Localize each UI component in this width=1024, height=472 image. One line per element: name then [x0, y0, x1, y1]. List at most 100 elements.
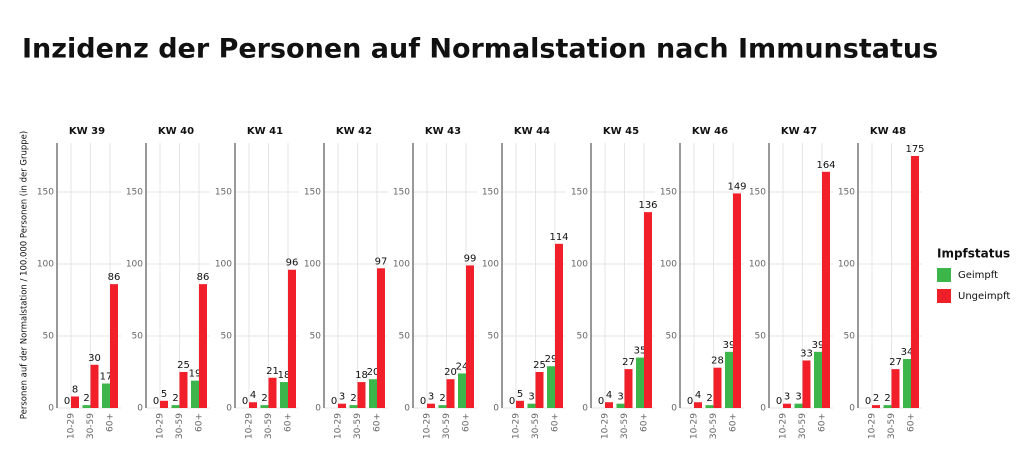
x-tick-label: 10-29 [334, 413, 344, 439]
value-label: 3 [795, 392, 801, 403]
value-label: 30 [88, 353, 101, 364]
x-tick-label: 60+ [818, 413, 828, 432]
x-tick-label: 30-59 [353, 413, 363, 439]
value-label: 27 [889, 357, 902, 368]
value-label: 3 [339, 392, 345, 403]
x-tick-label: 30-59 [709, 413, 719, 439]
x-tick-label: 10-29 [67, 413, 77, 439]
value-label: 0 [153, 396, 159, 407]
value-label: 20 [367, 367, 380, 378]
y-tick-label: 50 [666, 331, 678, 341]
bar [249, 402, 257, 408]
panel-title: KW 47 [781, 126, 817, 137]
y-tick-label: 0 [315, 404, 321, 414]
y-tick-label: 100 [482, 259, 499, 269]
value-label: 0 [64, 396, 70, 407]
panel-title: KW 42 [336, 126, 372, 137]
x-tick-label: 60+ [462, 413, 472, 432]
x-tick-label: 30-59 [620, 413, 630, 439]
y-tick-label: 0 [226, 404, 232, 414]
x-tick-label: 60+ [195, 413, 205, 432]
bar [288, 269, 296, 408]
value-label: 3 [617, 392, 623, 403]
y-tick-label: 100 [215, 259, 232, 269]
x-tick-label: 30-59 [887, 413, 897, 439]
x-tick-label: 30-59 [442, 413, 452, 439]
x-tick-label: 60+ [551, 413, 561, 432]
value-label: 2 [439, 393, 445, 404]
y-tick-label: 0 [404, 404, 410, 414]
bar [872, 405, 880, 408]
value-label: 2 [873, 393, 879, 404]
y-tick-label: 50 [43, 331, 55, 341]
y-tick-label: 0 [849, 404, 855, 414]
value-label: 21 [266, 366, 279, 377]
panel-title: KW 41 [247, 126, 283, 137]
value-label: 27 [622, 357, 635, 368]
y-tick-label: 100 [838, 259, 855, 269]
bar [705, 405, 714, 408]
y-tick-label: 50 [132, 331, 144, 341]
value-label: 164 [816, 160, 835, 171]
y-tick-label: 150 [37, 187, 54, 197]
x-tick-label: 30-59 [175, 413, 185, 439]
bar [191, 380, 199, 408]
value-label: 2 [884, 393, 890, 404]
x-tick-label: 10-29 [156, 413, 166, 439]
value-label: 175 [905, 144, 924, 155]
bar [160, 400, 168, 408]
y-axis-label: Personen auf der Normalstation / 100.000… [20, 131, 30, 419]
y-tick-label: 50 [221, 331, 233, 341]
value-label: 18 [278, 370, 291, 381]
bar [171, 405, 180, 408]
panel-title: KW 48 [870, 126, 906, 137]
value-label: 0 [687, 396, 693, 407]
y-tick-label: 100 [571, 259, 588, 269]
panel-title: KW 40 [158, 126, 194, 137]
bar [357, 382, 366, 408]
bar [516, 400, 524, 408]
bar [547, 366, 555, 408]
bar [369, 379, 377, 408]
y-tick-label: 150 [215, 187, 232, 197]
value-label: 2 [261, 393, 267, 404]
value-label: 2 [83, 393, 89, 404]
bar [891, 369, 900, 408]
value-label: 5 [161, 389, 167, 400]
bar [903, 359, 911, 408]
bar [814, 351, 822, 408]
bar [199, 284, 207, 408]
legend-swatch [937, 289, 951, 303]
y-tick-label: 50 [844, 331, 856, 341]
bar [783, 403, 791, 408]
bar [794, 403, 803, 408]
bar [911, 155, 919, 408]
y-tick-label: 150 [660, 187, 677, 197]
value-label: 0 [331, 396, 337, 407]
value-label: 0 [865, 396, 871, 407]
value-label: 86 [197, 272, 210, 283]
value-label: 39 [812, 340, 825, 351]
value-label: 99 [464, 253, 477, 264]
panel-title: KW 43 [425, 126, 461, 137]
bar [427, 403, 435, 408]
value-label: 5 [517, 389, 523, 400]
value-label: 24 [456, 361, 469, 372]
bar [883, 405, 892, 408]
bar [438, 405, 447, 408]
bar [527, 403, 536, 408]
value-label: 17 [100, 372, 113, 383]
x-tick-label: 10-29 [779, 413, 789, 439]
bar [535, 371, 544, 408]
y-tick-label: 0 [137, 404, 143, 414]
value-label: 2 [172, 393, 178, 404]
value-label: 0 [598, 396, 604, 407]
y-tick-label: 50 [577, 331, 589, 341]
bar [624, 369, 633, 408]
value-label: 97 [375, 256, 388, 267]
value-label: 34 [901, 347, 914, 358]
y-tick-label: 50 [488, 331, 500, 341]
value-label: 8 [72, 384, 78, 395]
panel-title: KW 39 [69, 126, 105, 137]
bar [644, 212, 652, 408]
